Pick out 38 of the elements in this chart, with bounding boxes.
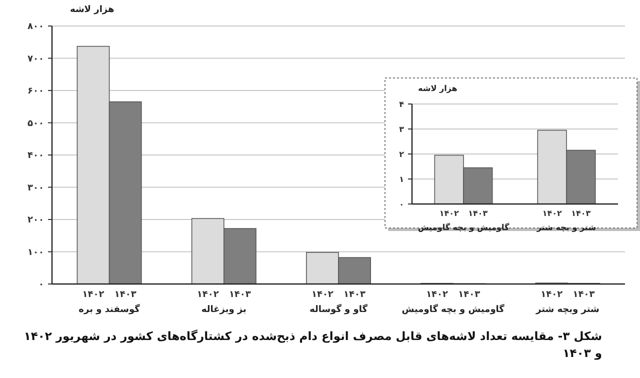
x-tick-label: گاو و گوساله [309,303,368,315]
y-tick-label: ۰ [38,280,44,290]
y-tick-label: ۴۰۰ [28,151,44,161]
y-tick-label: ۲۰۰ [28,216,44,226]
x-tick-label: گوسفند و بره [78,303,141,315]
y-tick-label: ۶۰۰ [28,86,44,96]
series-label: ۱۴۰۳ [114,290,137,300]
series-label: ۱۴۰۲ [439,209,459,218]
y-tick-label: ۰ [399,200,404,209]
y-tick-label: ۱ [399,175,404,184]
text: ۱۴۰۳ [344,290,366,300]
x-tick-label: گاومیش و بچه گاومیش [418,222,510,232]
text: ۱۴۰۲ [540,290,563,300]
x-tick-label: گاومیش و بچه گاومیش [402,303,506,315]
x-tick-label: بز وبزغاله [201,305,246,315]
y-tick-label: ۱۰۰ [28,248,44,258]
y-tick-label: ۵۰۰ [28,118,44,129]
text: ۱۴۰۳ [571,209,591,218]
x-tick-label: شتر وبچه شتر [534,305,600,315]
text: ۱۴۰۳ [228,290,251,300]
text: شکل ۳- مقایسه تعداد لاشه‌های قابل مصرف انواع دام ذبح‌شده در کشتارگاه‌های کشور در شهریور ۱۴۰۲ و ۱۴۰۳ [22,328,603,362]
y-tick-label: ۴ [399,100,404,109]
text: ۱۴۰۳ [458,290,480,300]
text: ۱۴۰۲ [426,290,448,300]
text: ۱۴۰۳ [572,290,595,300]
y-tick-label: ۳ [399,125,404,134]
y-tick-label: ۸۰۰ [28,22,44,32]
series-label: ۱۴۰۳ [468,209,488,218]
x-tick-label: شتر و بچه شتر [536,223,596,232]
y-axis-title: هزار لاشه [418,84,458,93]
y-tick-label: ۲ [399,150,404,159]
text: ۱۴۰۲ [196,290,219,300]
y-tick-label: ۳۰۰ [28,183,44,194]
series-label: ۱۴۰۲ [82,290,105,300]
text: ۱۴۰۲ [311,290,334,300]
text: ۱۴۰۲ [542,209,562,218]
y-axis-title: هزار لاشه [70,5,114,15]
y-tick-label: ۷۰۰ [28,54,44,64]
